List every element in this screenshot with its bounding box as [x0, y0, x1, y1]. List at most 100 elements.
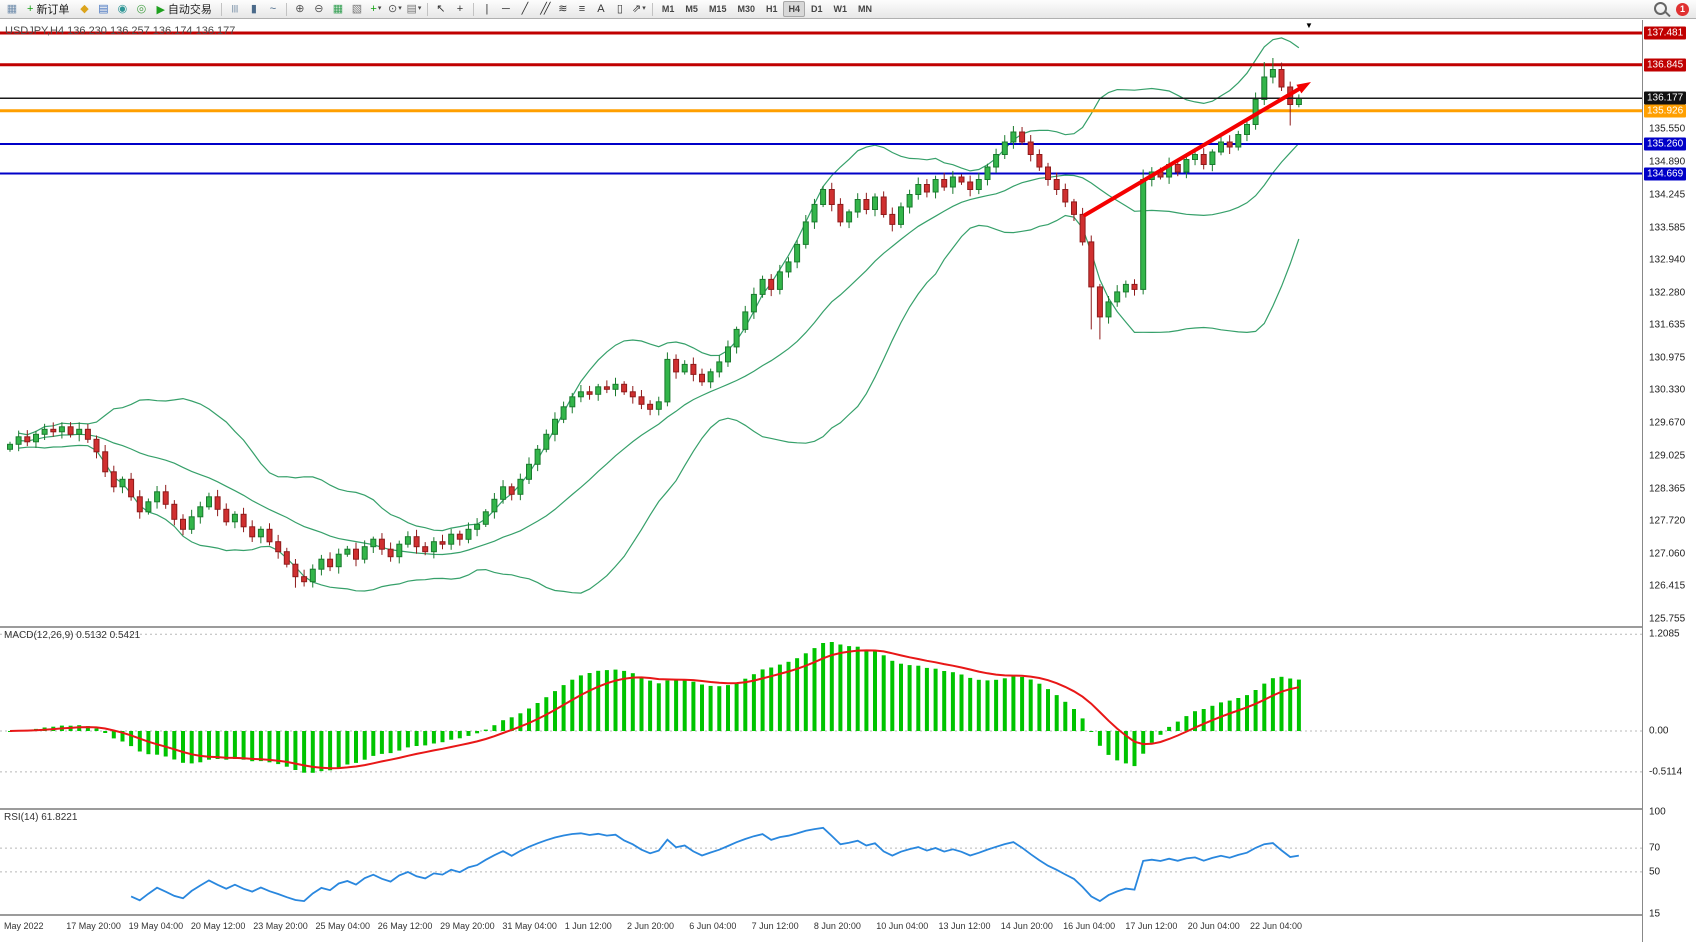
- hline-price-label: 134.669: [1644, 167, 1687, 181]
- price-tick: 126.415: [1649, 580, 1686, 592]
- time-axis[interactable]: May 2022 17 May 20:00 19 May 04:00 20 May 1…: [0, 916, 1642, 942]
- macd-scale-label: 1.2085: [1649, 628, 1680, 640]
- timeframe-m15[interactable]: M15: [708, 4, 727, 14]
- timeframe-m5[interactable]: M5: [685, 4, 698, 14]
- rsi-scale-label: 100: [1649, 806, 1666, 818]
- price-tick: 128.365: [1649, 483, 1686, 495]
- time-label: 8 Jun 20:00: [813, 921, 861, 931]
- price-tick: 130.975: [1649, 352, 1686, 364]
- zoom-out-icon[interactable]: ⊖: [314, 3, 324, 15]
- data-window-icon[interactable]: ◉: [117, 3, 128, 15]
- time-label: 13 Jun 12:00: [938, 921, 991, 931]
- rsi-label: RSI(14) 61.8221: [4, 812, 78, 823]
- crosshair-icon[interactable]: +: [456, 3, 464, 15]
- bid-price-label: 136.177: [1644, 91, 1687, 105]
- text-icon[interactable]: A: [597, 3, 605, 15]
- macd-panel[interactable]: [0, 628, 1642, 808]
- toolbar-separator: [472, 2, 474, 16]
- new-order-button[interactable]: + 新订单: [27, 3, 70, 16]
- trend-arrow-head[interactable]: [1296, 82, 1311, 94]
- channel-icon[interactable]: ╱╱: [540, 3, 550, 15]
- price-tick: 129.670: [1649, 417, 1686, 429]
- panel-separator[interactable]: [0, 914, 1696, 916]
- price-tick: 131.635: [1649, 319, 1686, 331]
- objects-list-icon[interactable]: ≡: [578, 3, 586, 15]
- toolbar-separator: [285, 2, 287, 16]
- candle-chart-icon[interactable]: ▮: [250, 3, 257, 15]
- indicators-icon[interactable]: + ▾: [370, 3, 382, 15]
- timeframe-m30[interactable]: M30: [737, 4, 755, 14]
- toolbar-separator: [426, 2, 428, 16]
- time-label: 23 May 20:00: [253, 921, 308, 931]
- autotrade-button[interactable]: ▶ 自动交易: [156, 3, 212, 17]
- strategy-tester-icon[interactable]: ◎: [136, 3, 147, 15]
- price-tick: 134.245: [1649, 189, 1686, 201]
- price-tick: 133.585: [1649, 222, 1686, 234]
- rsi-panel[interactable]: [0, 810, 1642, 914]
- hline-price-label: 137.481: [1644, 26, 1687, 40]
- rsi-scale-label: 70: [1649, 842, 1661, 854]
- price-tick: 129.025: [1649, 450, 1686, 462]
- macd-signal-line: [9, 649, 1300, 770]
- price-tick: 127.720: [1649, 515, 1686, 527]
- time-label: May 2022: [4, 921, 44, 931]
- horizontal-lines: [0, 31, 1642, 175]
- notification-badge[interactable]: 1: [1676, 2, 1689, 16]
- price-tick: 130.330: [1649, 384, 1686, 396]
- panel-separator[interactable]: [0, 626, 1696, 628]
- cursor-icon[interactable]: ↖: [436, 3, 446, 15]
- quotes-icon[interactable]: ◆: [80, 3, 89, 15]
- time-label: 20 May 12:00: [190, 921, 246, 931]
- macd-scale-label: -0.5114: [1649, 766, 1683, 778]
- time-label: 25 May 04:00: [315, 921, 371, 931]
- periods-icon[interactable]: ⊙ ▾: [388, 3, 402, 15]
- timeframe-d1[interactable]: D1: [811, 4, 823, 14]
- main-chart-panel[interactable]: [0, 20, 1642, 626]
- metaeditor-icon[interactable]: ▤: [98, 3, 109, 15]
- vertical-line-icon[interactable]: |: [485, 3, 489, 15]
- rsi-level-lines: [0, 847, 1642, 873]
- tile-windows-icon[interactable]: ▦: [332, 3, 344, 15]
- horizontal-line-icon[interactable]: ─: [502, 3, 510, 15]
- rsi-scale-label: 15: [1649, 908, 1661, 920]
- macd-scale-label: 0.00: [1649, 725, 1669, 737]
- text-label-icon[interactable]: ▯: [616, 3, 623, 15]
- trendline-icon[interactable]: ╱: [521, 3, 529, 15]
- bar-chart-icon[interactable]: |||: [231, 4, 239, 13]
- macd-label: MACD(12,26,9) 0.5132 0.5421: [4, 630, 141, 641]
- time-label: 16 Jun 04:00: [1063, 921, 1116, 931]
- chart-window-icon[interactable]: ▦: [6, 3, 18, 15]
- trend-arrow-line[interactable]: [1083, 87, 1301, 217]
- time-label: 19 May 04:00: [128, 921, 184, 931]
- symbol-info: USDJPY,H4 136.230 136.257 136.174 136.17…: [5, 25, 236, 37]
- cascade-windows-icon[interactable]: ▧: [351, 3, 363, 15]
- fibonacci-icon[interactable]: ≋: [558, 3, 568, 15]
- timeframe-h4[interactable]: H4: [783, 1, 805, 17]
- time-label: 10 Jun 04:00: [876, 921, 929, 931]
- price-tick: 132.940: [1649, 254, 1686, 266]
- price-tick: 134.890: [1649, 156, 1686, 168]
- time-label: 22 Jun 04:00: [1250, 921, 1303, 931]
- rsi-scale-label: 50: [1649, 866, 1661, 878]
- toolbar-separator: [651, 2, 653, 16]
- search-icon[interactable]: [1654, 1, 1667, 15]
- main-toolbar: ▦ + 新订单 ◆ ▤ ◉ ◎ ▶ 自动交易 ||| ▮ ~ ⊕ ⊖ ▦ ▧ + ▾ ⊙ ▾ ▤ ▾ ↖ + | ─ ╱ ╱╱ ≋ ≡ A ▯…: [0, 0, 1696, 19]
- bollinger-middle: [18, 142, 1300, 556]
- time-label: 14 Jun 20:00: [1000, 921, 1053, 931]
- bollinger-upper: [18, 37, 1300, 532]
- zoom-in-icon[interactable]: ⊕: [295, 3, 305, 15]
- timeframe-m1[interactable]: M1: [661, 4, 675, 14]
- panel-separator[interactable]: [0, 808, 1696, 810]
- timeframe-w1[interactable]: W1: [833, 4, 848, 14]
- macd-histogram: [8, 642, 1301, 773]
- macd-level-lines: [0, 633, 1642, 773]
- price-tick: 125.755: [1649, 613, 1686, 625]
- templates-icon[interactable]: ▤ ▾: [406, 3, 422, 15]
- time-label: 1 Jun 12:00: [564, 921, 612, 931]
- current-bar-marker-icon: ▼: [1305, 21, 1313, 30]
- arrows-icon[interactable]: ⇗ ▾: [632, 3, 646, 15]
- line-chart-icon[interactable]: ~: [269, 3, 277, 15]
- timeframe-h1[interactable]: H1: [765, 4, 778, 14]
- timeframe-mn[interactable]: MN: [858, 4, 873, 14]
- price-axis[interactable]: 135.550 134.890 134.245 133.585 132.940 132.2…: [1642, 20, 1696, 942]
